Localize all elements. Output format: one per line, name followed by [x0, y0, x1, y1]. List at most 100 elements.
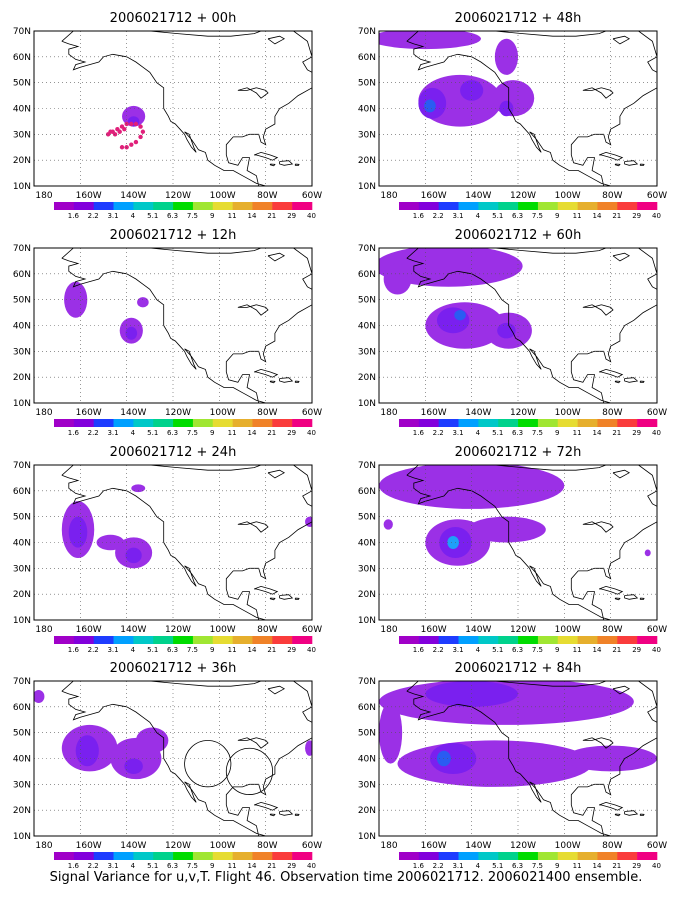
colorbar-label: 14 — [248, 646, 257, 654]
colorbar-label: 7.5 — [532, 862, 543, 870]
x-tick-label: 160W — [76, 191, 102, 201]
colorbar-label: 3.1 — [452, 212, 463, 220]
coastline — [669, 465, 692, 491]
colorbar-label: 3.1 — [107, 646, 118, 654]
colorbar-segment — [212, 419, 233, 427]
colorbar-label: 9 — [210, 646, 214, 654]
map-frame — [33, 680, 313, 837]
x-tick-label: 140W — [120, 841, 146, 851]
x-tick-label: 120W — [510, 408, 536, 418]
colorbar-label: 2.2 — [88, 212, 99, 220]
flight-track-circle — [184, 740, 232, 788]
colorbar-segment — [133, 852, 154, 860]
colorbar-segment — [133, 202, 154, 210]
colorbar-segment — [557, 636, 578, 644]
map-panel: 2006021712 + 72h 10N 20N 30N 40N 50N 60N 70N 180… — [358, 445, 692, 654]
coastline — [61, 31, 312, 186]
colorbar-segment — [232, 852, 253, 860]
colorbar-segment — [93, 419, 114, 427]
colorbar-label: 2.2 — [88, 429, 99, 437]
colorbar-label: 9 — [210, 429, 214, 437]
y-tick-label: 50N — [358, 513, 376, 523]
panel-title: 2006021712 + 48h — [455, 11, 582, 26]
y-tick-label: 60N — [13, 703, 31, 713]
x-tick-label: 80W — [602, 191, 622, 201]
colorbar-label: 5.1 — [492, 646, 503, 654]
coastline — [269, 163, 276, 167]
variance-contour — [436, 307, 470, 334]
colorbar-label: 40 — [307, 429, 316, 437]
panel-title: 2006021712 + 00h — [110, 11, 237, 26]
x-tick-label: 100W — [210, 191, 236, 201]
colorbar-segment — [54, 636, 75, 644]
x-tick-label: 140W — [465, 841, 491, 851]
colorbar-segment — [537, 202, 559, 210]
coastline — [406, 681, 657, 836]
y-tick-label: 30N — [13, 130, 31, 140]
colorbar-label: 6.3 — [512, 862, 523, 870]
map-frame — [33, 247, 313, 404]
coastline — [279, 594, 294, 600]
coastline — [237, 737, 269, 749]
colorbar-label: 9 — [210, 862, 214, 870]
map-area — [61, 31, 312, 186]
colorbar-label: 21 — [612, 212, 621, 220]
colorbar-label: 21 — [267, 646, 276, 654]
colorbar-label: 40 — [652, 212, 661, 220]
y-tick-label: 20N — [13, 373, 31, 383]
colorbar-label: 7.5 — [187, 862, 198, 870]
colorbar-segment — [537, 419, 559, 427]
colorbar-segment — [498, 419, 519, 427]
y-tick-label: 70N — [358, 244, 376, 254]
y-tick-label: 40N — [13, 105, 31, 115]
colorbar-segment — [192, 636, 214, 644]
colorbar-segment — [537, 852, 559, 860]
y-tick-label: 30N — [358, 780, 376, 790]
coastline — [639, 380, 645, 383]
coastline — [237, 521, 269, 533]
variance-contour — [305, 740, 312, 756]
colorbar-label: 11 — [228, 646, 237, 654]
colorbar-segment — [54, 419, 75, 427]
coastline — [267, 252, 286, 262]
colorbar-segment — [173, 852, 194, 860]
colorbar-segment — [113, 202, 134, 210]
x-tick-label: 60W — [647, 841, 667, 851]
x-tick-label: 100W — [555, 841, 581, 851]
y-tick-label: 10N — [358, 832, 376, 842]
colorbar-label: 29 — [632, 646, 641, 654]
colorbar-segment — [272, 419, 293, 427]
x-tick-label: 140W — [120, 191, 146, 201]
colorbar-label: 1.6 — [68, 429, 80, 437]
colorbar-label: 6.3 — [167, 429, 178, 437]
coastline — [624, 377, 639, 383]
colorbar-segment — [518, 419, 539, 427]
x-tick-label: 60W — [647, 191, 667, 201]
x-tick-label: 80W — [257, 408, 277, 418]
colorbar-label: 6.3 — [512, 212, 523, 220]
colorbar-segment — [637, 202, 658, 210]
figure-caption: Signal Variance for u,v,T. Flight 46. Ob… — [49, 870, 643, 885]
y-tick-label: 70N — [13, 677, 31, 687]
x-tick-label: 120W — [165, 191, 191, 201]
colorbar-label: 40 — [307, 862, 316, 870]
variance-contour — [644, 549, 651, 557]
variance-contour — [34, 690, 45, 703]
coastline — [598, 151, 624, 161]
variance-contour — [68, 516, 88, 548]
variance-contour — [379, 31, 481, 50]
colorbar-label: 6.3 — [167, 862, 178, 870]
observation-dot — [133, 121, 139, 127]
colorbar-segment — [418, 419, 439, 427]
y-tick-label: 40N — [358, 105, 376, 115]
variance-contour — [429, 743, 477, 774]
coastline — [406, 465, 657, 620]
x-tick-label: 100W — [210, 408, 236, 418]
colorbar-segment — [153, 636, 174, 644]
x-tick-label: 120W — [510, 191, 536, 201]
y-tick-label: 50N — [358, 296, 376, 306]
colorbar-segment — [292, 852, 313, 860]
y-tick-label: 20N — [13, 590, 31, 600]
map-frame — [378, 680, 658, 837]
colorbar-label: 4 — [476, 212, 481, 220]
